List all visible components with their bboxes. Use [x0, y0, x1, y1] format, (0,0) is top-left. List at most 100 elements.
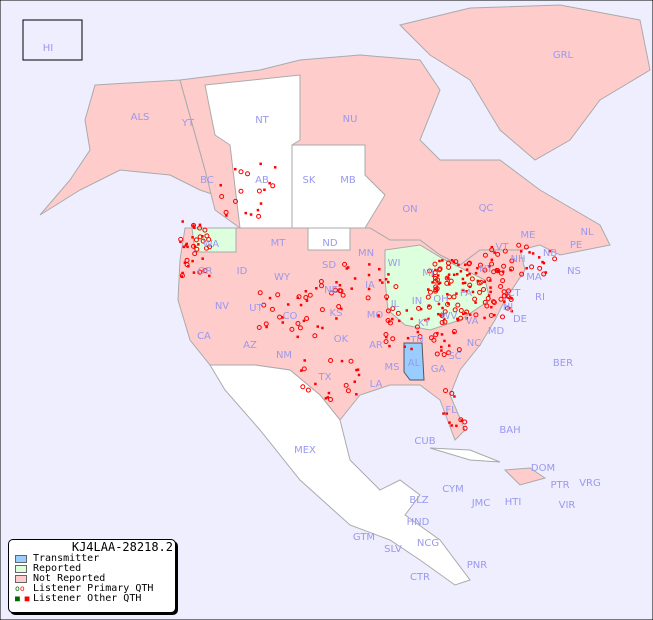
listener-primary-marker: [458, 307, 464, 313]
listener-other-marker: [185, 242, 188, 246]
listener-other-marker: [468, 285, 472, 289]
listener-primary-marker: [202, 227, 208, 233]
listener-other-marker: [483, 280, 486, 283]
listener-primary-marker: [219, 194, 225, 200]
listener-primary-marker: [441, 352, 447, 358]
listener-other-marker: [438, 281, 442, 285]
region-label-ptr: PTR: [550, 480, 569, 491]
listener-primary-marker: [491, 299, 497, 305]
listener-other-marker: [315, 287, 318, 290]
region-greenland: [399, 4, 651, 161]
legend-transmitter: Transmitter: [9, 554, 175, 564]
region-label-mi: MI: [422, 268, 434, 279]
listener-primary-marker: [385, 308, 391, 314]
region-label-ut: UT: [249, 303, 263, 314]
listener-other-marker: [455, 292, 458, 295]
listener-other-marker: [387, 273, 390, 276]
listener-primary-marker: [305, 387, 311, 393]
listener-other-marker: [455, 424, 458, 428]
listener-other-marker: [445, 412, 449, 415]
listener-primary-marker: [300, 384, 306, 390]
region-label-nm: NM: [276, 350, 292, 361]
listener-other-marker: [541, 260, 544, 264]
hawaii-inset: [22, 19, 83, 61]
listener-other-marker: [528, 251, 531, 254]
listener-other-marker: [447, 273, 451, 276]
listener-primary-marker: [256, 324, 262, 330]
listener-other-marker: [391, 317, 394, 321]
listener-primary-marker: [442, 309, 448, 315]
listener-primary-marker: [502, 248, 508, 254]
listener-other-marker: [437, 312, 440, 316]
listener-other-marker: [314, 382, 317, 386]
listener-primary-marker: [296, 294, 302, 300]
listener-primary-marker: [179, 273, 185, 279]
listener-other-marker: [368, 263, 371, 266]
legend-label: Listener Primary QTH: [33, 583, 154, 594]
listener-primary-marker: [427, 289, 433, 295]
listener-other-marker: [353, 380, 357, 383]
listener-other-marker: [448, 283, 451, 286]
listener-other-marker: [457, 263, 460, 267]
listener-other-marker: [443, 339, 446, 343]
listener-primary-marker: [297, 325, 303, 331]
region-label-ks: KS: [330, 308, 343, 319]
listener-primary-marker: [238, 169, 244, 175]
region-label-nc: NC: [467, 338, 481, 349]
listener-primary-marker: [204, 233, 210, 239]
region-label-nb: NB: [543, 248, 557, 259]
listener-primary-marker: [202, 268, 208, 274]
region-label-dom: DOM: [531, 463, 555, 474]
listener-other-marker: [378, 278, 382, 282]
listener-primary-marker: [488, 312, 494, 318]
listener-other-marker: [249, 213, 253, 216]
listener-other-marker: [367, 273, 371, 277]
listener-primary-marker: [429, 335, 435, 341]
region-label-pnr: PNR: [467, 560, 488, 571]
listener-primary-marker: [426, 304, 432, 310]
listener-other-marker: [304, 289, 308, 293]
listener-primary-marker: [245, 171, 251, 177]
listener-primary-marker: [451, 294, 457, 300]
listener-other-marker: [198, 223, 202, 227]
region-label-de: DE: [513, 314, 527, 325]
region-label-ct: CT: [507, 288, 521, 299]
legend-not-reported: Not Reported: [9, 574, 175, 584]
listener-primary-marker: [462, 425, 468, 431]
listener-other-marker: [192, 271, 196, 274]
listener-primary-marker: [446, 350, 452, 356]
listener-primary-marker: [433, 332, 439, 338]
listener-other-marker: [520, 250, 523, 253]
region-label-pe: PE: [570, 240, 582, 251]
listener-other-marker: [508, 306, 511, 310]
listener-other-marker: [281, 316, 284, 319]
listener-other-marker: [385, 335, 388, 339]
not-reported-swatch: [15, 575, 27, 583]
listener-other-marker: [201, 235, 204, 238]
region-label-grl: GRL: [553, 50, 574, 61]
listener-other-marker: [452, 273, 456, 277]
listener-other-marker: [441, 259, 444, 262]
listener-primary-marker: [489, 261, 495, 267]
listener-other-marker: [300, 369, 303, 372]
listener-other-marker: [461, 277, 465, 281]
region-label-tx: TX: [318, 372, 332, 383]
listener-primary-marker: [338, 288, 344, 294]
region-label-ky: KY: [418, 318, 431, 329]
listener-primary-marker: [477, 289, 483, 295]
listener-other-marker: [197, 243, 200, 246]
listener-primary-marker: [541, 271, 547, 277]
region-label-vt: VT: [496, 242, 510, 253]
listener-other-marker: [386, 280, 390, 284]
listener-primary-marker: [312, 333, 318, 339]
legend: KJ4LAA-28218.2 Transmitter Reported Not …: [8, 539, 176, 613]
region-label-ma: MA: [526, 272, 542, 283]
region-label-jmc: JMC: [471, 498, 491, 509]
listener-primary-marker: [194, 246, 200, 252]
listener-other-marker: [456, 317, 459, 321]
listener-other-marker: [183, 261, 187, 264]
region-label-ctr: CTR: [410, 572, 430, 583]
listener-other-marker: [493, 313, 496, 317]
listener-primary-marker: [444, 275, 450, 281]
legend-label: Reported: [33, 563, 82, 574]
